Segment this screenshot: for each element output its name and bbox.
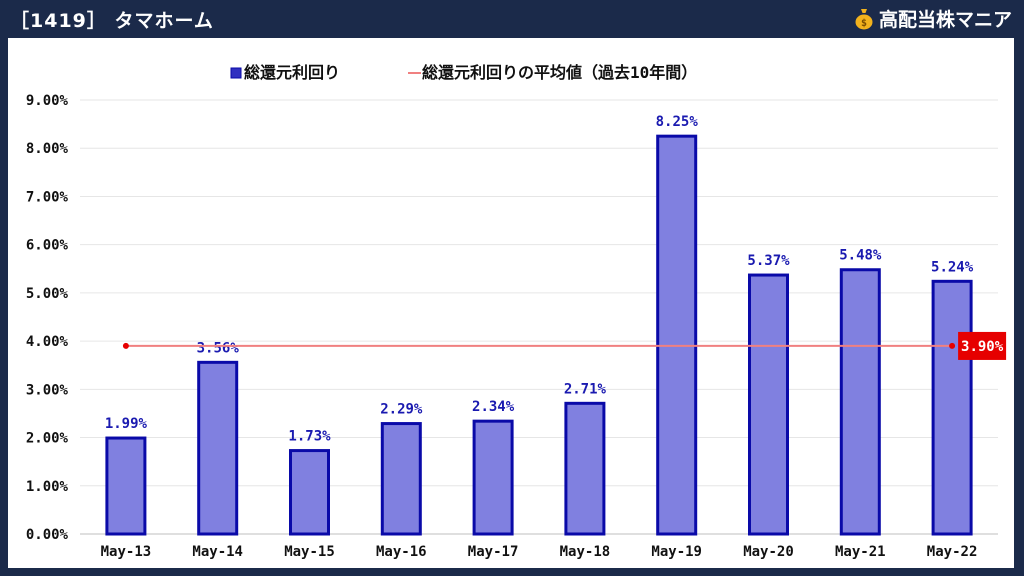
x-tick-label: May-15 [284, 544, 335, 560]
bar [931, 279, 973, 536]
x-tick-label: May-18 [560, 544, 611, 560]
bar [289, 449, 330, 536]
y-tick-label: 3.00% [26, 382, 69, 398]
bar [197, 360, 239, 536]
y-tick-label: 7.00% [26, 189, 69, 205]
y-tick-label: 2.00% [26, 431, 69, 447]
bar [839, 268, 881, 536]
bar [656, 134, 698, 536]
average-start-marker [122, 342, 129, 349]
data-label: 5.37% [747, 253, 790, 269]
y-tick-label: 0.00% [26, 527, 69, 543]
bar [380, 422, 422, 536]
legend-label-bars: 総還元利回り [244, 63, 340, 82]
average-line-group: 3.90% [122, 331, 1007, 360]
data-label: 5.48% [839, 248, 882, 264]
x-tick-label: May-19 [651, 544, 702, 560]
brand-name: 高配当株マニア [878, 9, 1012, 31]
bar [472, 419, 514, 536]
y-tick-label: 5.00% [26, 286, 69, 302]
data-label: 1.73% [288, 429, 331, 445]
data-label: 1.99% [105, 416, 148, 432]
y-tick-label: 4.00% [26, 334, 69, 350]
brand-logo: $ 高配当株マニア [854, 5, 1012, 32]
x-tick-label: May-13 [101, 544, 152, 560]
data-label: 2.29% [380, 402, 423, 418]
y-tick-label: 1.00% [26, 479, 69, 495]
chart: 総還元利回り 総還元利回りの平均値（過去10年間） 0.00% 1.00% 2.00… [26, 63, 1007, 560]
y-axis: 0.00% 1.00% 2.00% 3.00% 4.00% 5.00% 6.00% 7.00%… [26, 93, 69, 543]
x-tick-label: May-14 [192, 544, 243, 560]
average-badge [958, 331, 1007, 360]
money-bag-icon: $ [855, 8, 873, 29]
bar [564, 401, 606, 536]
x-tick-label: May-21 [835, 544, 886, 560]
svg-text:$: $ [861, 18, 867, 29]
bars: 1.99% 3.56% 1.73% 2.29% 2.34% 2.71% 8.25% 5.37%… [105, 114, 974, 536]
y-tick-label: 9.00% [26, 93, 69, 109]
data-label: 8.25% [656, 114, 699, 130]
bar [105, 436, 147, 536]
x-tick-label: May-22 [927, 544, 978, 560]
legend-swatch-bars [230, 67, 242, 79]
chart-panel: 総還元利回り 総還元利回りの平均値（過去10年間） 0.00% 1.00% 2.00… [8, 38, 1014, 568]
y-tick-label: 6.00% [26, 238, 69, 254]
average-label: 3.90% [961, 339, 1004, 355]
legend-label-average: 総還元利回りの平均値（過去10年間） [422, 63, 697, 82]
x-tick-label: May-20 [743, 544, 794, 560]
data-label: 2.71% [564, 381, 607, 397]
x-tick-label: May-16 [376, 544, 427, 560]
page-title: ［1419］ タマホーム [10, 10, 214, 32]
x-tick-label: May-17 [468, 544, 519, 560]
data-label: 3.56% [197, 340, 240, 356]
data-label: 2.34% [472, 399, 515, 415]
x-axis: May-13 May-14 May-15 May-16 May-17 May-18 May-… [101, 544, 978, 560]
y-tick-label: 8.00% [26, 141, 69, 157]
legend: 総還元利回り 総還元利回りの平均値（過去10年間） [230, 63, 697, 82]
average-end-marker [949, 342, 956, 349]
data-label: 5.24% [931, 259, 974, 275]
bar [748, 273, 789, 536]
